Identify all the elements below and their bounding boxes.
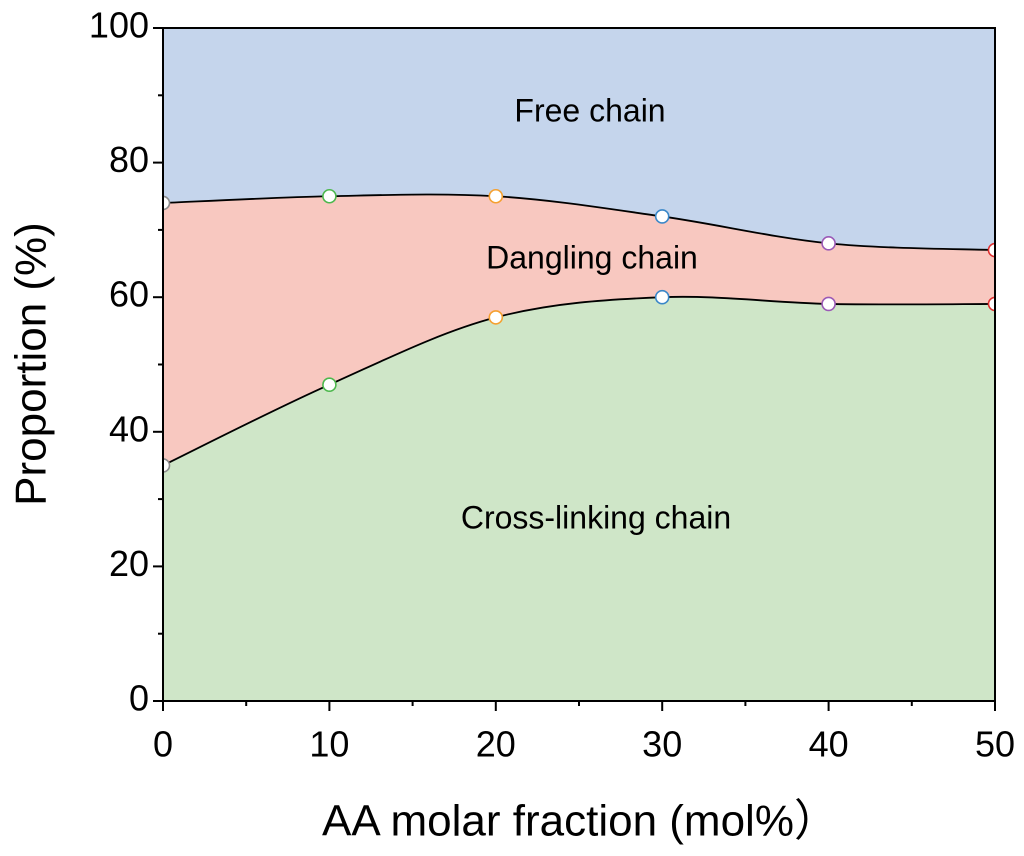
y-tick-label: 20: [109, 543, 149, 584]
x-tick-label: 40: [809, 724, 849, 765]
point: [322, 188, 337, 204]
x-tick-label: 20: [476, 724, 516, 765]
boundary-line: [163, 295, 995, 467]
y-tick-label: 40: [109, 408, 149, 449]
y-tick-label: 100: [89, 5, 149, 46]
point: [163, 195, 171, 211]
x-tick-label: 50: [975, 724, 1015, 765]
x-tick-label: 10: [309, 724, 349, 765]
area-label: Free chain: [514, 92, 665, 128]
area: [163, 296, 995, 701]
y-tick-label: 80: [109, 139, 149, 180]
point: [987, 296, 995, 312]
point: [821, 236, 836, 251]
point: [654, 289, 670, 305]
area-label: Dangling chain: [486, 239, 698, 275]
point: [488, 310, 504, 325]
point: [987, 242, 995, 258]
boundary-line: [163, 193, 995, 251]
y-axis-title: Proportion (%): [7, 222, 56, 506]
y-tick-label: 60: [109, 274, 149, 315]
point: [821, 296, 836, 312]
x-axis-title: AA molar fraction (mol%）: [322, 797, 838, 846]
y-tick-label: 0: [129, 678, 149, 719]
point: [163, 458, 171, 473]
point: [488, 188, 504, 204]
x-tick-label: 30: [642, 724, 682, 765]
area: [163, 194, 995, 466]
area-label: Cross-linking chain: [461, 499, 731, 535]
point: [322, 377, 337, 392]
point: [654, 209, 670, 224]
plot-area: [163, 28, 995, 701]
x-tick-label: 0: [153, 724, 173, 765]
